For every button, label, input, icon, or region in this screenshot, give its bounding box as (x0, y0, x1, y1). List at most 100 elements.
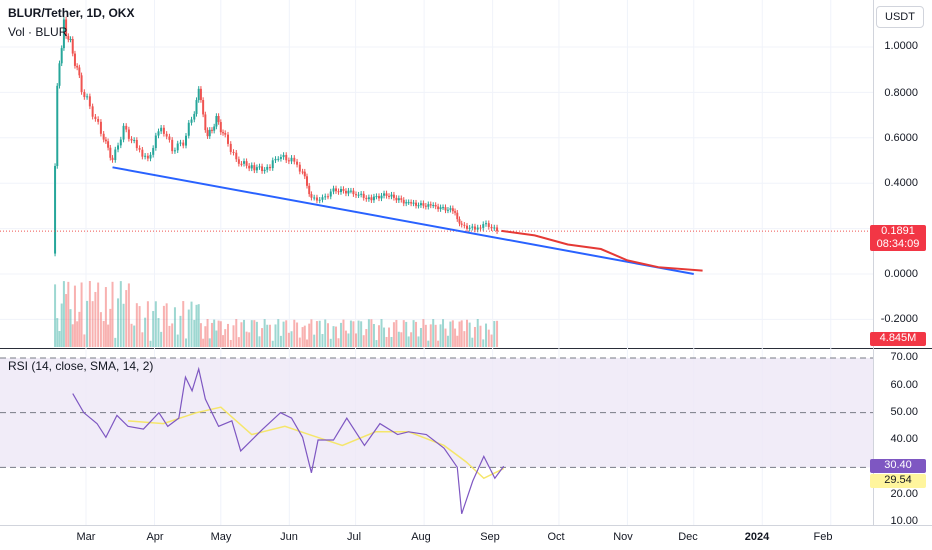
time-axis-label: Oct (547, 531, 565, 543)
volume-bar (402, 320, 405, 347)
candle-body (417, 205, 420, 207)
candle-body (427, 204, 430, 207)
rsi-axis-label: 10.00 (890, 515, 918, 527)
volume-bar (54, 284, 57, 347)
candle-body (226, 134, 229, 144)
volume-bar (185, 338, 188, 347)
volume-bar (268, 324, 271, 347)
candle-body (365, 197, 368, 200)
candle-body (109, 147, 112, 158)
candle-body (261, 166, 264, 172)
candle-body (434, 204, 437, 207)
volume-bar (133, 325, 136, 347)
volume-bar (446, 335, 449, 347)
volume-bar (261, 328, 264, 347)
time-axis-label: Nov (613, 531, 633, 543)
candle-body (313, 197, 316, 199)
candle-body (335, 188, 338, 192)
candle-body (449, 208, 452, 210)
rsi-axis-label: 60.00 (890, 379, 918, 391)
candle-body (412, 202, 415, 204)
volume-bar (285, 320, 288, 347)
price-lines (0, 166, 873, 275)
candle-body (377, 196, 380, 199)
candle-body (293, 157, 296, 162)
volume-bar (224, 329, 227, 347)
currency-button[interactable]: USDT (876, 6, 924, 28)
volume-bar (290, 331, 293, 347)
volume-bar (165, 303, 168, 347)
volume-bar (490, 334, 493, 347)
time-axis-label: 2024 (744, 531, 770, 543)
candle-body (332, 188, 335, 192)
candle-body (190, 119, 193, 123)
volume-bar (135, 303, 138, 347)
candle-body (357, 194, 360, 196)
candle-body (279, 157, 282, 159)
volume-bar (102, 321, 105, 347)
candle-body (400, 198, 403, 200)
candle-body (99, 121, 102, 134)
volume-bar (160, 331, 163, 347)
candle-body (258, 166, 261, 168)
volume-bar (71, 324, 74, 347)
volume-bar (496, 320, 499, 347)
candle-body (107, 141, 110, 148)
candle-body (224, 133, 227, 135)
volume-bar (215, 330, 218, 347)
candle-body (380, 195, 383, 199)
candle-body (235, 152, 238, 160)
volume-bar (485, 323, 488, 347)
candle-body (83, 92, 86, 98)
candle-body (493, 227, 496, 229)
volume-bar (326, 323, 329, 347)
volume-bar (271, 340, 274, 347)
volume-bar (173, 307, 176, 347)
candle-body (232, 151, 235, 153)
candle-body (243, 161, 246, 164)
candle-body (372, 196, 375, 201)
candle-body (204, 114, 207, 131)
candle-body (229, 143, 232, 152)
candle-body (367, 197, 370, 200)
volume-legend[interactable]: Vol · BLUR (8, 25, 68, 39)
volume-bar (473, 326, 476, 347)
candle-body (97, 119, 100, 122)
price-axis-label: 1.0000 (884, 40, 918, 52)
volume-bar (117, 298, 120, 347)
time-axis-label: Aug (411, 531, 431, 543)
volume-bar (362, 335, 365, 347)
candle-body (456, 212, 459, 220)
candle-body (352, 190, 355, 195)
candle-body (133, 139, 136, 141)
candle-body (73, 53, 76, 66)
candle-body (321, 197, 324, 200)
rsi-band (0, 357, 873, 468)
volume-bar (324, 319, 327, 347)
volume-bar (405, 321, 408, 347)
candle-body (78, 67, 81, 76)
volume-bar (171, 323, 174, 347)
candle-body (157, 131, 160, 136)
price-axis-label: -0.2000 (880, 313, 918, 325)
volume-bar (385, 336, 388, 347)
symbol-legend[interactable]: BLUR/Tether, 1D, OKX (8, 6, 135, 20)
volume-bar (266, 324, 269, 347)
volume-bar (315, 321, 318, 347)
candle-body (67, 36, 70, 40)
candle-body (219, 122, 222, 133)
candle-body (415, 202, 418, 206)
candle-body (149, 154, 152, 159)
volume-bar (463, 331, 466, 347)
volume-bar (217, 320, 220, 347)
volume-bar (375, 340, 378, 347)
rsi-legend[interactable]: RSI (14, close, SMA, 14, 2) (8, 359, 154, 373)
candle-body (206, 130, 209, 137)
volume-bar (372, 323, 375, 347)
volume-bar (179, 315, 182, 347)
volume-bar (195, 304, 198, 347)
volume-bar (301, 327, 304, 347)
time-axis-label: Jun (280, 531, 298, 543)
volume-bar (176, 334, 179, 347)
